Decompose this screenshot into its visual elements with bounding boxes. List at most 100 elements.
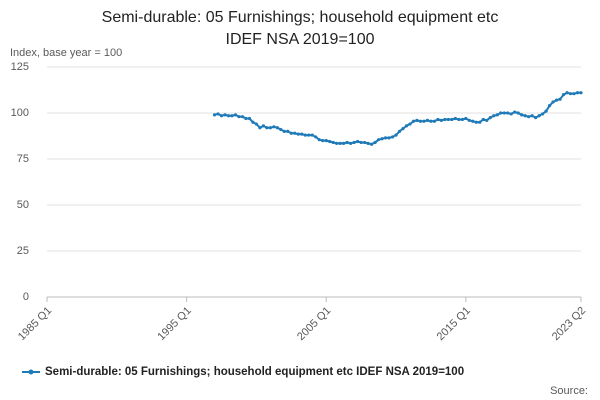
x-tick-label: 2023 Q2: [550, 305, 588, 343]
point: [464, 116, 468, 121]
point: [554, 98, 559, 102]
x-tick-label: 2015 Q1: [435, 305, 473, 343]
point: [293, 131, 297, 135]
point: [212, 113, 217, 117]
point: [376, 138, 381, 142]
point: [558, 97, 562, 101]
point: [485, 118, 489, 122]
point: [551, 100, 555, 104]
line: [214, 91, 581, 146]
point: [481, 117, 485, 122]
point: [356, 139, 360, 144]
point: [345, 140, 349, 145]
point: [547, 104, 552, 108]
point: [317, 138, 321, 142]
point: [303, 133, 307, 137]
point: [439, 118, 443, 122]
point: [495, 113, 499, 117]
point: [265, 126, 269, 130]
point: [296, 132, 300, 136]
point: [478, 120, 482, 124]
point: [513, 110, 517, 114]
point: [502, 111, 506, 115]
point: [425, 118, 430, 122]
point: [443, 117, 447, 122]
point: [415, 118, 419, 122]
point: [369, 142, 374, 146]
point: [387, 136, 391, 140]
point: [568, 92, 573, 96]
point: [223, 113, 227, 117]
source: Source:: [550, 385, 588, 397]
point: [359, 140, 363, 145]
point: [488, 116, 492, 120]
point: [429, 119, 433, 123]
point: [432, 119, 437, 123]
point: [474, 120, 478, 124]
point: [397, 129, 402, 133]
point: [331, 140, 335, 145]
point: [237, 115, 241, 119]
point: [509, 112, 513, 116]
point: [310, 133, 314, 137]
point: [394, 133, 398, 137]
point: [506, 111, 510, 115]
point: [307, 133, 311, 137]
point: [541, 112, 545, 116]
point: [254, 122, 259, 126]
point: [516, 111, 520, 115]
point: [261, 124, 265, 128]
point: [380, 137, 384, 141]
point: [401, 127, 405, 131]
point: [363, 140, 367, 145]
x-tick-label: 1995 Q1: [155, 305, 193, 343]
point: [279, 127, 283, 132]
point: [446, 117, 450, 122]
point: [457, 117, 461, 122]
point: [286, 129, 290, 133]
point: [492, 114, 496, 118]
point: [411, 119, 416, 123]
point: [575, 91, 580, 95]
point: [453, 116, 457, 121]
point: [530, 114, 534, 118]
legend-marker: [28, 369, 34, 375]
point: [247, 116, 252, 121]
point: [342, 141, 346, 145]
y-tick-label: 25: [17, 245, 29, 257]
point: [523, 114, 527, 118]
point: [226, 114, 231, 118]
y-tick-label: 125: [11, 61, 29, 73]
point: [349, 141, 353, 145]
point: [544, 109, 548, 113]
point: [450, 117, 454, 122]
point: [383, 136, 388, 140]
point: [219, 114, 224, 118]
point: [572, 92, 576, 96]
point: [418, 119, 423, 123]
y-tick-label: 100: [11, 107, 29, 119]
point: [258, 126, 262, 130]
point: [579, 91, 583, 95]
x-tick-label: 2005 Q1: [295, 305, 333, 343]
point: [537, 114, 541, 118]
point: [408, 122, 412, 126]
point: [289, 131, 293, 135]
point: [240, 115, 245, 119]
point: [300, 132, 304, 136]
point: [565, 91, 569, 95]
point: [335, 141, 339, 145]
point: [499, 111, 503, 115]
chart-title: Semi-durable: 05 Furnishings; household …: [102, 9, 499, 26]
point: [520, 113, 524, 117]
x-tick-label: 1985 Q1: [16, 305, 54, 343]
y-tick-label: 0: [23, 291, 29, 303]
point: [324, 139, 328, 143]
point: [244, 116, 248, 121]
point: [282, 129, 286, 133]
point: [216, 112, 220, 116]
point: [390, 135, 395, 139]
point: [233, 113, 238, 117]
point: [268, 126, 272, 130]
